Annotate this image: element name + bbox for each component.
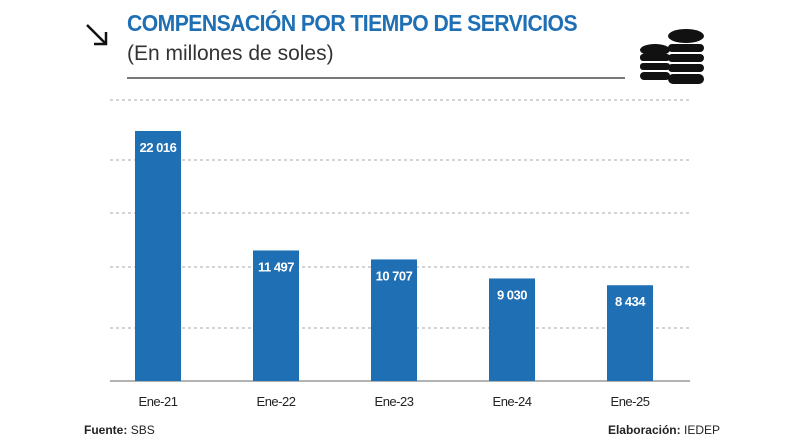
data-label: 9 030	[497, 287, 527, 302]
data-label: 11 497	[258, 259, 294, 274]
source-label: Fuente:	[84, 423, 128, 437]
title-divider	[127, 77, 625, 79]
x-tick-label: Ene-22	[257, 394, 296, 409]
credit-note: Elaboración: IEDEP	[608, 423, 720, 437]
x-tick-label: Ene-23	[375, 394, 414, 409]
bar	[489, 278, 535, 381]
x-tick-label: Ene-24	[493, 394, 532, 409]
coins-stack-icon	[640, 29, 704, 84]
bar	[607, 285, 653, 381]
chart-subtitle: (En millones de soles)	[127, 42, 334, 65]
data-label: 8 434	[615, 294, 646, 309]
chart-title: COMPENSACIÓN POR TIEMPO DE SERVICIOS	[127, 10, 578, 36]
credit-label: Elaboración:	[607, 423, 681, 437]
x-tick-label: Ene-21	[139, 394, 178, 409]
data-label: 22 016	[140, 140, 177, 155]
arrow-down-right-icon	[86, 24, 108, 46]
source-note: Fuente: SBS	[84, 423, 155, 437]
credit-value: IEDEP	[683, 423, 720, 437]
bar	[253, 250, 299, 381]
data-label: 10 707	[376, 268, 413, 283]
bar	[135, 131, 181, 381]
x-tick-label: Ene-25	[611, 394, 650, 409]
source-value: SBS	[130, 423, 155, 437]
bar	[371, 259, 417, 381]
